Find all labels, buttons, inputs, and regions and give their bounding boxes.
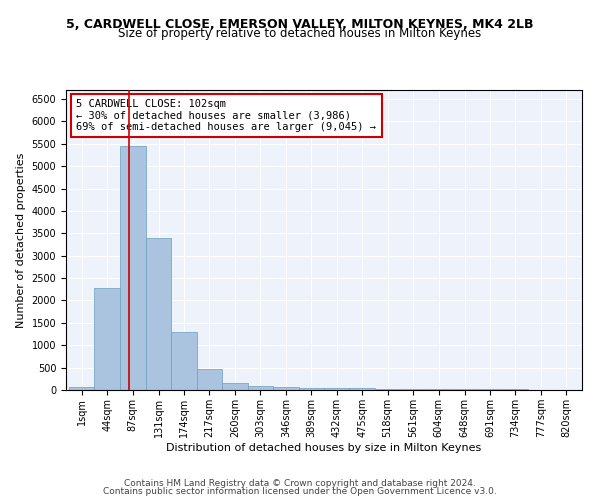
Bar — [452, 389, 477, 390]
Y-axis label: Number of detached properties: Number of detached properties — [16, 152, 26, 328]
Bar — [248, 386, 273, 390]
X-axis label: Distribution of detached houses by size in Milton Keynes: Distribution of detached houses by size … — [166, 442, 482, 452]
Bar — [222, 383, 248, 390]
Bar — [146, 238, 172, 390]
Text: 5 CARDWELL CLOSE: 102sqm
← 30% of detached houses are smaller (3,986)
69% of sem: 5 CARDWELL CLOSE: 102sqm ← 30% of detach… — [76, 99, 376, 132]
Bar — [400, 389, 426, 390]
Bar — [426, 389, 452, 390]
Bar — [69, 387, 94, 390]
Text: Contains public sector information licensed under the Open Government Licence v3: Contains public sector information licen… — [103, 487, 497, 496]
Bar — [324, 388, 349, 390]
Text: Size of property relative to detached houses in Milton Keynes: Size of property relative to detached ho… — [118, 28, 482, 40]
Bar — [120, 146, 146, 390]
Text: Contains HM Land Registry data © Crown copyright and database right 2024.: Contains HM Land Registry data © Crown c… — [124, 478, 476, 488]
Bar — [349, 388, 375, 390]
Bar — [197, 368, 222, 390]
Bar — [172, 332, 197, 390]
Bar — [375, 388, 400, 390]
Bar — [94, 288, 120, 390]
Text: 5, CARDWELL CLOSE, EMERSON VALLEY, MILTON KEYNES, MK4 2LB: 5, CARDWELL CLOSE, EMERSON VALLEY, MILTO… — [66, 18, 534, 30]
Bar — [273, 387, 299, 390]
Bar — [299, 388, 324, 390]
